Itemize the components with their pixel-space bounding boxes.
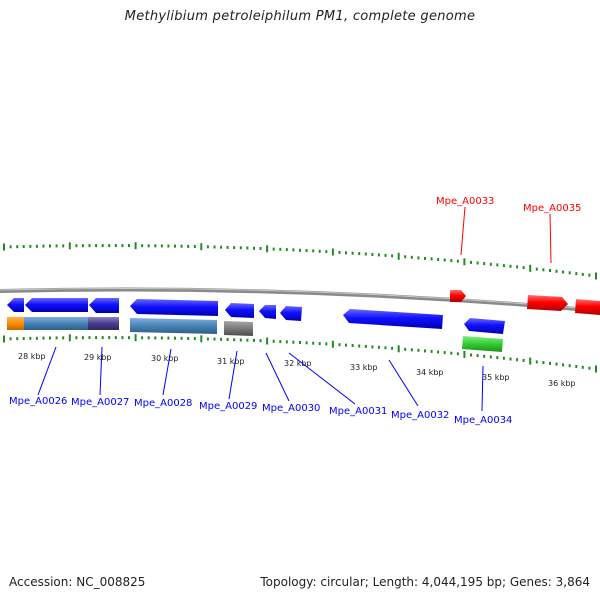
- genome-backbone-highlight: [0, 288, 600, 311]
- feature-Mpe_A0034[interactable]: [462, 336, 503, 352]
- gene-label-Mpe_A0026[interactable]: Mpe_A0026: [9, 396, 67, 407]
- kbp-label-29: 29 kbp: [84, 353, 112, 362]
- gene-Mpe_A0026-arrow[interactable]: [25, 298, 88, 312]
- forward-strand-genes: [450, 290, 600, 315]
- leader-Mpe_A0034: [481, 365, 484, 412]
- gene-Mpe_A0034-arrow[interactable]: [464, 318, 505, 334]
- kbp-label-36: 36 kbp: [548, 379, 576, 388]
- leader-Mpe_A0033: [460, 206, 466, 256]
- leader-Mpe_A0035: [549, 213, 552, 264]
- feature-track: [7, 317, 503, 352]
- gene-Mpe_A0028-arrow[interactable]: [130, 299, 218, 316]
- genome-backbone: [0, 287, 600, 313]
- gene-label-Mpe_A0027[interactable]: Mpe_A0027: [71, 397, 129, 408]
- reverse-strand-genes: [7, 298, 505, 334]
- tick-ring-bottom: [3, 334, 597, 373]
- gene-label-Mpe_A0034[interactable]: Mpe_A0034: [454, 415, 512, 426]
- gene-label-Mpe_A0031[interactable]: Mpe_A0031: [329, 406, 387, 417]
- feature-Mpe_A0029[interactable]: [224, 321, 253, 336]
- gene-label-Mpe_A0030[interactable]: Mpe_A0030: [262, 403, 320, 414]
- feature-orange[interactable]: [7, 317, 24, 330]
- leader-Mpe_A0027: [99, 346, 103, 396]
- gene-Mpe_A0030a-arrow[interactable]: [259, 305, 276, 319]
- gene-label-Mpe_A0035[interactable]: Mpe_A0035: [523, 203, 581, 214]
- leader-Mpe_A0032: [388, 359, 419, 407]
- kbp-label-34: 34 kbp: [416, 368, 444, 377]
- gene-Mpe_A0036-arrow[interactable]: [575, 299, 600, 315]
- feature-Mpe_A0027[interactable]: [88, 317, 119, 330]
- kbp-label-31: 31 kbp: [217, 357, 245, 366]
- kbp-labels: 28 kbp 29 kbp 30 kbp 31 kbp 32 kbp 33 kb…: [18, 352, 576, 388]
- gene-label-Mpe_A0029[interactable]: Mpe_A0029: [199, 401, 257, 412]
- tick-ring-top: [3, 242, 597, 280]
- kbp-label-30: 30 kbp: [151, 354, 179, 363]
- leader-Mpe_A0026: [37, 346, 57, 396]
- gene-label-Mpe_A0028[interactable]: Mpe_A0028: [134, 398, 192, 409]
- kbp-label-33: 33 kbp: [350, 363, 378, 372]
- topology-summary: Topology: circular; Length: 4,044,195 bp…: [260, 575, 590, 589]
- kbp-label-28: 28 kbp: [18, 352, 46, 361]
- feature-Mpe_A0028[interactable]: [130, 318, 217, 334]
- gene-Mpe_A0029-arrow[interactable]: [225, 303, 254, 318]
- gene-Mpe_A0025-arrow[interactable]: [7, 298, 24, 312]
- gene-Mpe_A0030-arrow[interactable]: [280, 306, 302, 321]
- gene-Mpe_A0033-arrow[interactable]: [450, 290, 466, 302]
- map-title: Methylibium petroleiphilum PM1, complete…: [124, 9, 476, 24]
- kbp-label-32: 32 kbp: [284, 359, 312, 368]
- accession-text: Accession: NC_008825: [9, 575, 146, 589]
- leader-Mpe_A0028: [162, 348, 172, 396]
- leader-Mpe_A0031: [288, 352, 356, 405]
- feature-Mpe_A0026[interactable]: [24, 317, 88, 330]
- leader-Mpe_A0029: [228, 350, 238, 400]
- kbp-label-35: 35 kbp: [482, 373, 510, 382]
- gene-labels: Mpe_A0033 Mpe_A0035 Mpe_A0026 Mpe_A0027 …: [9, 196, 581, 426]
- gene-Mpe_A0031-arrow[interactable]: [343, 309, 443, 329]
- label-leaders: [37, 206, 552, 412]
- leader-Mpe_A0030: [265, 352, 290, 402]
- gene-Mpe_A0027-arrow[interactable]: [89, 298, 119, 313]
- gene-Mpe_A0035-arrow[interactable]: [527, 295, 568, 311]
- gene-label-Mpe_A0032[interactable]: Mpe_A0032: [391, 410, 449, 421]
- gene-label-Mpe_A0033[interactable]: Mpe_A0033: [436, 196, 494, 207]
